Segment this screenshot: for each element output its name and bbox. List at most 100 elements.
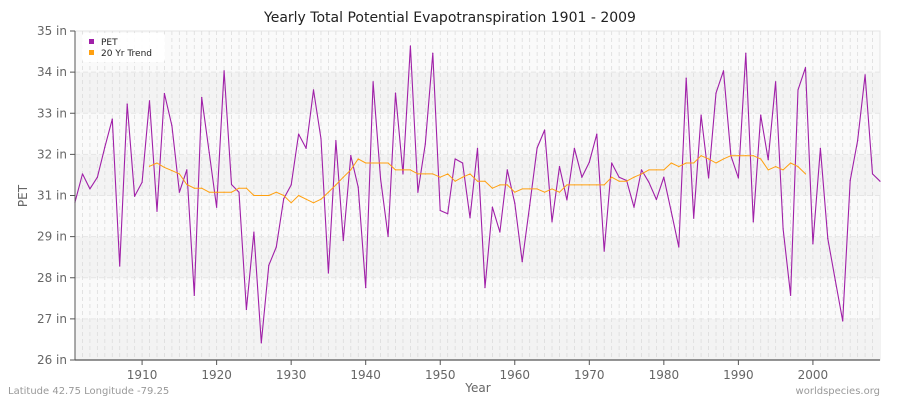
trend-point (506, 184, 508, 186)
trend-point (782, 169, 784, 171)
y-tick-label: 32 in (37, 147, 67, 161)
trend-point (283, 194, 285, 197)
trend-point (208, 191, 210, 193)
pet-point (186, 169, 188, 171)
trend-point (685, 162, 687, 164)
trend-point (305, 198, 307, 200)
trend-point (730, 155, 732, 157)
legend-label-trend: 20 Yr Trend (101, 49, 152, 59)
pet-point (268, 264, 270, 266)
pet-point (432, 52, 434, 54)
x-tick-label: 1920 (201, 368, 232, 382)
trend-point (700, 155, 702, 157)
trend-point (148, 165, 151, 167)
trend-point (394, 169, 397, 171)
footer-source: worldspecies.org (796, 386, 880, 397)
trend-point (350, 169, 352, 171)
pet-point (111, 118, 113, 120)
y-tick-label: 33 in (37, 106, 67, 120)
grid-band (75, 72, 880, 114)
pet-point (230, 183, 233, 186)
trend-point (521, 188, 523, 190)
pet-point (767, 159, 769, 161)
pet-point (603, 250, 605, 252)
pet-point (484, 287, 486, 289)
x-tick-label: 1950 (425, 368, 456, 382)
trend-point (432, 173, 434, 175)
pet-point (178, 191, 180, 193)
pet-point (581, 176, 583, 178)
trend-point (245, 187, 248, 189)
x-tick-label: 1940 (350, 368, 381, 382)
pet-point (514, 202, 516, 204)
trend-point (484, 180, 486, 182)
pet-point (305, 147, 307, 149)
pet-point (752, 221, 754, 223)
pet-point (476, 147, 479, 149)
trend-point (588, 184, 590, 186)
pet-point (633, 206, 635, 208)
trend-point (238, 187, 240, 189)
x-tick-label: 1910 (127, 368, 158, 382)
pet-point (491, 206, 494, 208)
pet-point (842, 320, 844, 322)
trend-point (216, 191, 218, 193)
x-axis-label: Year (464, 381, 490, 395)
trend-point (372, 162, 374, 164)
pet-point (134, 195, 136, 197)
pet-point (857, 140, 859, 142)
pet-point (163, 92, 166, 95)
trend-point (312, 202, 315, 204)
trend-point (536, 188, 538, 190)
pet-point (640, 169, 643, 171)
trend-point (737, 155, 739, 157)
pet-point (849, 179, 851, 182)
pet-point (417, 191, 419, 193)
pet-point (148, 100, 151, 102)
trend-point (499, 184, 501, 186)
trend-point (775, 166, 777, 168)
pet-point (424, 143, 426, 145)
trend-point (566, 184, 568, 186)
trend-point (581, 184, 583, 186)
legend: PET 20 Yr Trend (82, 33, 165, 62)
trend-point (596, 184, 598, 186)
trend-point (558, 191, 561, 193)
pet-point (104, 146, 106, 148)
trend-point (186, 183, 188, 186)
pet-point (618, 176, 620, 178)
pet-point (96, 176, 98, 178)
x-tick-label: 1980 (649, 368, 680, 382)
pet-point (715, 92, 717, 94)
trend-point (260, 194, 262, 197)
pet-point (156, 210, 158, 212)
pet-point (588, 161, 590, 163)
pet-point (380, 178, 382, 180)
legend-swatch-trend (89, 50, 94, 55)
x-tick-label: 2000 (798, 368, 829, 382)
trend-point (223, 191, 225, 193)
y-tick-label: 28 in (37, 271, 67, 285)
trend-point (529, 188, 531, 190)
pet-point (536, 147, 538, 149)
pet-point (655, 198, 657, 201)
trend-point (454, 180, 456, 182)
pet-point (275, 246, 277, 248)
trend-point (640, 173, 643, 175)
pet-point (171, 125, 173, 127)
pet-point (700, 114, 702, 116)
pet-point (454, 158, 456, 160)
trend-point (603, 184, 605, 186)
trend-point (447, 173, 449, 175)
pet-point (126, 103, 128, 105)
pet-point (312, 89, 315, 91)
pet-point (812, 243, 814, 245)
pet-point (439, 209, 441, 212)
pet-point (722, 70, 725, 72)
pet-point (253, 231, 255, 233)
pet-point (81, 173, 84, 175)
pet-point (797, 89, 799, 91)
pet-point (260, 342, 262, 344)
footer-location: Latitude 42.75 Longitude -79.25 (8, 386, 169, 397)
